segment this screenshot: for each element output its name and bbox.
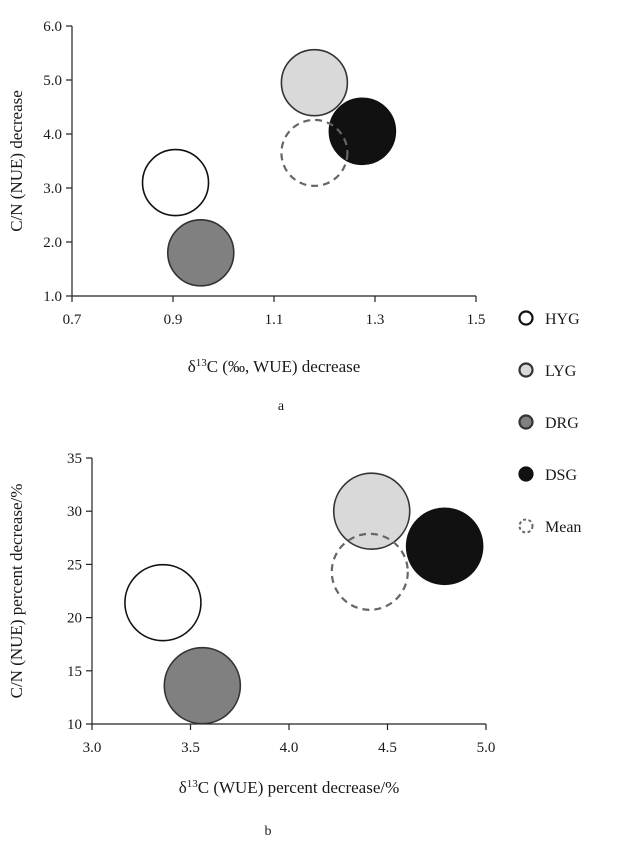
x-tick-label: 0.9 bbox=[164, 312, 183, 328]
x-tick-label: 4.0 bbox=[280, 740, 299, 756]
x-tick-label: 4.5 bbox=[378, 740, 397, 756]
legend: HYG LYG DRG DSG Mean bbox=[518, 310, 581, 536]
legend-label-lyg: LYG bbox=[545, 363, 577, 380]
y-tick-label: 35 bbox=[67, 451, 82, 467]
x-tick-label: 5.0 bbox=[477, 740, 496, 756]
y-tick-label: 6.0 bbox=[43, 19, 62, 35]
x-axis-label: δ13C (‰, WUE) decrease bbox=[188, 357, 361, 376]
legend-marker-mean bbox=[518, 518, 534, 534]
legend-label-mean: Mean bbox=[545, 519, 581, 536]
y-axis-label: C/N (NUE) percent decrease/% bbox=[7, 484, 26, 699]
bubble-lyg bbox=[332, 472, 411, 551]
legend-label-dsg: DSG bbox=[545, 467, 577, 484]
y-tick-label: 2.0 bbox=[43, 235, 62, 251]
x-tick-label: 0.7 bbox=[63, 312, 82, 328]
y-tick-label: 1.0 bbox=[43, 289, 62, 305]
legend-label-hyg: HYG bbox=[545, 311, 580, 328]
x-axis-label: δ13C (WUE) percent decrease/% bbox=[179, 778, 400, 797]
bubble-hyg bbox=[141, 148, 210, 217]
y-tick-label: 5.0 bbox=[43, 73, 62, 89]
bubble-mean bbox=[280, 118, 349, 187]
panel-a: 0.7 0.9 1.1 1.3 1.5 1.0 2.0 3.0 4.0 5.0 6.0 δ13C (‰… bbox=[7, 19, 485, 414]
y-tick-label: 3.0 bbox=[43, 181, 62, 197]
y-tick-label: 15 bbox=[67, 664, 82, 680]
x-tick-label: 3.5 bbox=[181, 740, 200, 756]
y-tick-label: 20 bbox=[67, 611, 82, 627]
x-tick-label: 1.3 bbox=[366, 312, 385, 328]
panel-letter: b bbox=[265, 824, 272, 839]
bubble-drg bbox=[166, 219, 235, 287]
panel-b: 3.0 3.5 4.0 4.5 5.0 10 15 20 25 30 35 δ13C (WUE) pe… bbox=[7, 451, 495, 839]
y-tick-label: 30 bbox=[67, 504, 82, 520]
bubble-drg bbox=[163, 646, 242, 725]
y-axis-label: C/N (NUE) decrease bbox=[7, 90, 26, 232]
x-tick-label: 1.5 bbox=[467, 312, 486, 328]
bubble-dsg bbox=[328, 97, 397, 166]
bubble-dsg bbox=[405, 507, 484, 586]
legend-marker-drg bbox=[518, 414, 534, 430]
panel-letter: a bbox=[278, 399, 285, 414]
x-tick-label: 3.0 bbox=[83, 740, 102, 756]
y-tick-label: 10 bbox=[67, 717, 82, 733]
y-tick-label: 4.0 bbox=[43, 127, 62, 143]
legend-marker-hyg bbox=[518, 310, 534, 326]
legend-marker-lyg bbox=[518, 362, 534, 378]
bubble-lyg bbox=[280, 48, 349, 117]
legend-marker-dsg bbox=[518, 466, 534, 482]
bubble-mean bbox=[330, 532, 409, 611]
bubble-hyg bbox=[124, 563, 202, 642]
legend-label-drg: DRG bbox=[545, 415, 579, 432]
y-tick-label: 25 bbox=[67, 557, 82, 573]
x-tick-label: 1.1 bbox=[265, 312, 284, 328]
